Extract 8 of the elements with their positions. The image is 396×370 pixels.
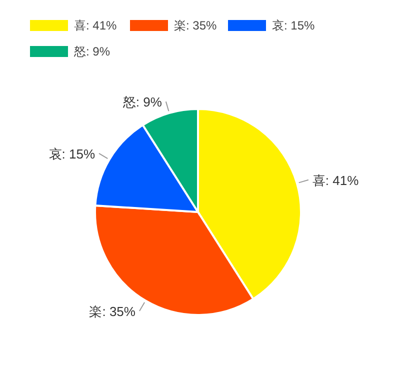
slice-label: 楽: 35% [89,304,136,319]
legend-label: 喜: 41% [74,18,118,32]
slice-label: 喜: 41% [312,172,360,188]
slice-label: 怒: 9% [122,94,162,110]
legend-label: 哀: 15% [272,18,316,32]
slice-label: 哀: 15% [48,146,96,162]
legend-label: 楽: 35% [174,18,218,32]
legend-label: 怒: 9% [73,44,110,58]
